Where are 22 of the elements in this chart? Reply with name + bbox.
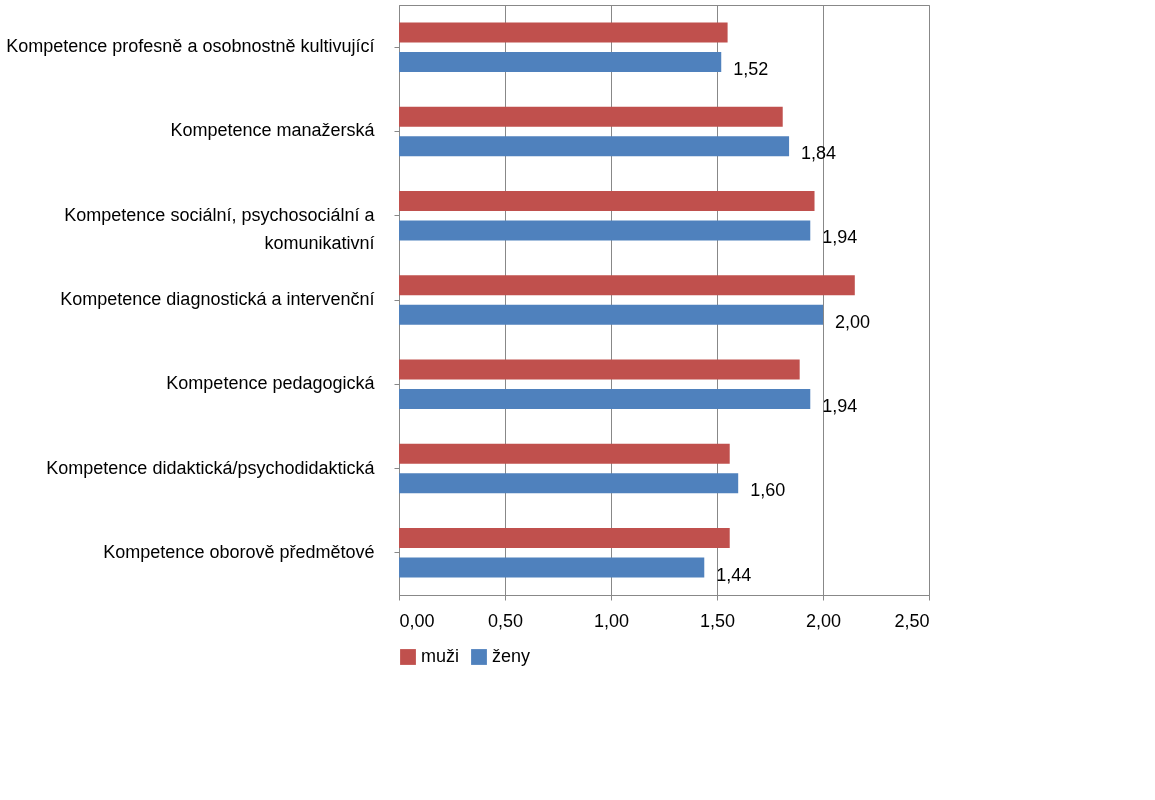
data-label: 1,94 [822, 396, 858, 417]
y-tick-label: Kompetence manažerská [170, 120, 376, 141]
data-label: 1,84 [801, 143, 837, 164]
x-tick-label: 1,50 [699, 610, 736, 631]
y-tick-label: Kompetence oborově předmětové [103, 541, 375, 562]
data-label: 1,60 [750, 480, 786, 501]
data-label: 1,44 [716, 564, 752, 585]
x-tick-label: 0,00 [399, 610, 435, 631]
legend-label: ženy [492, 646, 531, 666]
y-tick-label: Kompetence profesně a osobnostně kultivující [6, 36, 375, 57]
data-label: 2,00 [835, 311, 871, 332]
x-tick-label: 2,00 [805, 610, 842, 631]
x-tick-label: 2,50 [894, 610, 930, 631]
y-tick-label: Kompetence didaktická/psychodidaktická [46, 457, 376, 478]
y-tick-label: Kompetence pedagogická [166, 373, 376, 394]
legend-label: muži [421, 646, 460, 666]
y-tick-label: Kompetence diagnostická a intervenční [60, 289, 375, 309]
data-label: 1,94 [822, 227, 858, 248]
x-tick-label: 1,00 [593, 610, 630, 631]
data-label: 1,52 [733, 58, 769, 79]
x-tick-label: 0,50 [487, 610, 524, 631]
y-tick-label: Kompetence sociální, psychosociální a komunikativní [64, 204, 376, 253]
